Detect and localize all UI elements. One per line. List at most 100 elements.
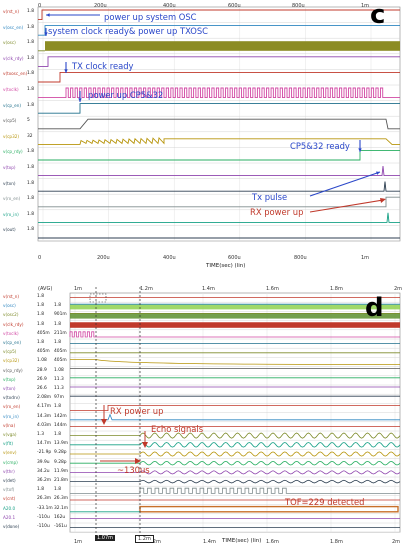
d-signal-label: v(det) bbox=[3, 478, 16, 483]
d-waveform-vtxclk bbox=[69, 331, 400, 338]
c-waveform-vcp_rdy bbox=[38, 149, 400, 161]
d-signal-label: v(osc) bbox=[3, 303, 16, 309]
d-signal-label: v(cp_rdy) bbox=[3, 367, 23, 373]
d-signal-value-1: 36.2m bbox=[37, 478, 52, 483]
d-signal-value-1: 28.9 bbox=[37, 367, 47, 373]
d-signal-value-2: 142m bbox=[54, 413, 67, 419]
c-signal-label: v(clk_rdy) bbox=[3, 55, 24, 61]
d-waveform-osc-fill bbox=[70, 313, 400, 319]
d-signal-value-2: 1.08 bbox=[54, 367, 64, 373]
c-bottom-tick-400u: 400u bbox=[163, 255, 176, 261]
d-signal-value-2: 1.8 bbox=[54, 340, 61, 345]
d-waveform-vrx_in bbox=[70, 413, 400, 421]
d-signal-value-1: 1.3 bbox=[37, 432, 44, 437]
c-bottom-tick-200u: 200u bbox=[97, 255, 110, 261]
d-signal-value-2: 144m bbox=[54, 422, 67, 428]
d-signal-value-2: 1.8 bbox=[54, 321, 61, 327]
d-signal-value-2: 26.3m bbox=[54, 496, 69, 502]
d-signal-value-2: 21.8m bbox=[54, 478, 69, 483]
c-annotation-arrowhead bbox=[46, 13, 50, 17]
c-annotation-arrowhead bbox=[376, 171, 380, 175]
c-annotation-arrowhead bbox=[78, 98, 82, 102]
d-signal-value-2: 1.8 bbox=[54, 303, 61, 309]
panel-d-waveforms bbox=[69, 287, 401, 535]
c-signal-label: v(rx_en) bbox=[3, 196, 21, 202]
d-top-tick-2m: 2m bbox=[394, 286, 403, 292]
c-signal-label: v(txclk) bbox=[3, 87, 19, 92]
d-bottom-tick-1.4m: 1.4m bbox=[203, 539, 216, 545]
d-signal-label: v(cmp) bbox=[3, 459, 18, 465]
d-signal-label: v(rx_in) bbox=[3, 413, 19, 419]
c-top-tick-800u: 800u bbox=[292, 3, 305, 9]
c-waveform-vcp5 bbox=[38, 118, 400, 130]
c-signal-scale: 1.8 bbox=[27, 40, 34, 46]
d-signal-value-1: 1.8 bbox=[37, 294, 44, 299]
d-signal-label: v(txn) bbox=[3, 386, 16, 391]
c-bottom-tick-1m: 1m bbox=[361, 255, 370, 261]
c-signal-scale: 1.8 bbox=[27, 165, 34, 170]
d-signal-label: v(done) bbox=[3, 524, 20, 529]
d-signal-value-1: 4.17m bbox=[37, 404, 52, 410]
d-waveform-venv bbox=[70, 451, 401, 457]
d-signal-label: v(vga) bbox=[3, 432, 17, 437]
c-signal-scale: 32 bbox=[27, 133, 33, 139]
d-signal-label: v(txdrv) bbox=[3, 395, 20, 401]
c-bottom-tick-0: 0 bbox=[38, 255, 42, 261]
d-waveform-vcmp bbox=[70, 460, 401, 466]
c-top-tick-400u: 400u bbox=[163, 3, 176, 9]
c-signal-scale: 5 bbox=[27, 118, 30, 124]
c-signal-scale: 1.8 bbox=[27, 211, 34, 217]
d-annot-tof: TOF=229 detected bbox=[285, 497, 365, 507]
d-signal-value-2: 32.1m bbox=[54, 505, 69, 511]
d-waveform-vtof bbox=[70, 487, 400, 494]
d-signal-value-2: 13.9m bbox=[54, 441, 69, 447]
panel-d: v(rst_n) 1.8 v(osc) 1.8 1.8 v(osc2) 1.8 901m v(c… bbox=[0, 285, 408, 550]
c-signal-scale: 1.8 bbox=[27, 9, 34, 14]
c-waveform-vrst_n bbox=[38, 9, 400, 21]
d-signal-value-2: 9.28p bbox=[54, 459, 67, 465]
d-arrowhead-echo bbox=[142, 442, 148, 448]
d-signal-value-1: 39.9u bbox=[37, 459, 50, 465]
c-signal-scale: 1.8 bbox=[27, 180, 34, 186]
d-waveform-vrx_en bbox=[70, 405, 400, 411]
d-signal-label: v(rx_en) bbox=[3, 404, 21, 410]
d-signal-label: v(osc2) bbox=[3, 312, 19, 318]
d-signal-label: v(env) bbox=[3, 450, 17, 456]
panel-c-waveforms bbox=[37, 6, 401, 242]
d-waveform-vcp32 bbox=[70, 359, 401, 365]
d-signal-value-1: 405m bbox=[37, 349, 50, 355]
c-annot-cp-ready: CP5&32 ready bbox=[290, 141, 350, 151]
d-waveform-tof-box bbox=[139, 505, 399, 513]
c-waveform-vrx_en bbox=[38, 196, 400, 208]
d-waveform-clk-fill bbox=[70, 322, 400, 328]
d-waveform-osc-fill bbox=[70, 304, 400, 310]
d-signal-value-1: 1.8 bbox=[37, 312, 44, 318]
d-signal-label: v(txclk) bbox=[3, 330, 19, 336]
c-signal-label: v(txp) bbox=[3, 165, 16, 170]
d-bottom-tick-1m: 1m bbox=[74, 539, 83, 545]
c-signal-label: v(osc_en) bbox=[3, 24, 24, 30]
d-signal-label: v(thr) bbox=[3, 468, 15, 474]
d-signal-value-2: 11.9m bbox=[54, 468, 69, 474]
c-waveform-vosc_en bbox=[38, 25, 400, 36]
d-signal-value-2: 211m bbox=[54, 330, 67, 336]
c-top-tick-200u: 200u bbox=[94, 3, 107, 9]
d-top-tick-1.8m: 1.8m bbox=[330, 286, 343, 292]
d-signal-value-2: 1.8 bbox=[54, 487, 61, 493]
c-signal-label: v(cp5) bbox=[3, 118, 17, 124]
d-signal-value-1: -110u bbox=[37, 524, 50, 529]
d-signal-label: v(txp) bbox=[3, 376, 16, 382]
d-signal-value-1: -33.1m bbox=[37, 505, 53, 511]
c-signal-scale: 1.8 bbox=[27, 24, 34, 30]
d-waveform-vvga bbox=[70, 432, 401, 439]
c-annot-tx-clock: TX clock ready bbox=[72, 61, 134, 71]
d-signal-value-2: 11.3 bbox=[54, 386, 64, 391]
d-signal-value-1: -21.9p bbox=[37, 450, 52, 456]
c-waveform-osc-fill bbox=[45, 41, 400, 51]
c-annot-tx-pulse: Tx pulse bbox=[252, 192, 288, 202]
panel-c-letter: c bbox=[370, 0, 386, 30]
c-waveform-vcp_en bbox=[38, 103, 400, 114]
d-top-tick-1.6m: 1.6m bbox=[266, 286, 279, 292]
d-bottom-tick-2m: 2m bbox=[392, 539, 401, 545]
c-annotation-arrowhead bbox=[64, 69, 68, 73]
